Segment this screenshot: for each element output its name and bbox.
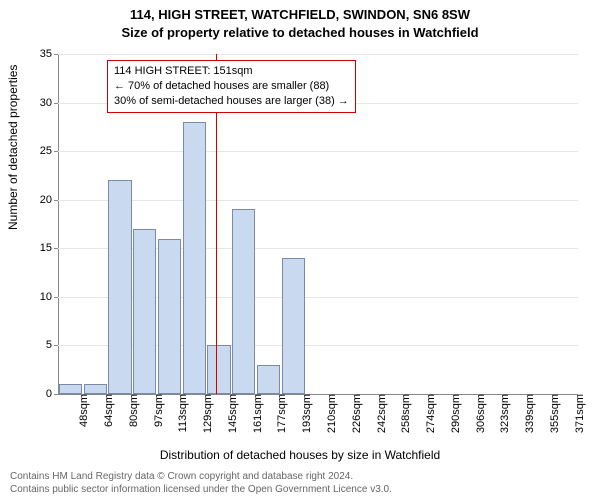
attribution-footer: Contains HM Land Registry data © Crown c… <box>10 470 392 496</box>
x-tick-label: 129sqm <box>202 394 214 433</box>
title-line-1: 114, HIGH STREET, WATCHFIELD, SWINDON, S… <box>0 6 600 24</box>
x-tick-label: 161sqm <box>252 394 264 433</box>
footer-line-2: Contains public sector information licen… <box>10 483 392 496</box>
gridline <box>58 151 578 152</box>
y-tick-mark <box>54 345 58 346</box>
y-tick-mark <box>54 297 58 298</box>
y-tick-label: 25 <box>40 145 52 157</box>
footer-line-1: Contains HM Land Registry data © Crown c… <box>10 470 392 483</box>
bar <box>282 258 305 394</box>
callout-line-2: ← 70% of detached houses are smaller (88… <box>114 79 349 94</box>
x-tick-label: 97sqm <box>153 394 165 427</box>
y-axis-line <box>58 54 59 394</box>
y-axis-label: Number of detached properties <box>6 65 20 230</box>
y-tick-mark <box>54 54 58 55</box>
bar <box>183 122 206 394</box>
x-tick-label: 371sqm <box>574 394 586 433</box>
x-tick-label: 306sqm <box>475 394 487 433</box>
x-tick-label: 193sqm <box>301 394 313 433</box>
y-tick-label: 5 <box>46 339 52 351</box>
callout-line-3: 30% of semi-detached houses are larger (… <box>114 94 349 109</box>
bar <box>158 239 181 394</box>
y-tick-label: 10 <box>40 291 52 303</box>
x-tick-label: 145sqm <box>227 394 239 433</box>
y-tick-label: 30 <box>40 97 52 109</box>
bar <box>133 229 156 394</box>
y-tick-mark <box>54 394 58 395</box>
bar <box>207 345 230 394</box>
y-tick-mark <box>54 103 58 104</box>
y-tick-label: 0 <box>46 388 52 400</box>
page-title: 114, HIGH STREET, WATCHFIELD, SWINDON, S… <box>0 0 600 41</box>
y-tick-mark <box>54 248 58 249</box>
x-tick-label: 48sqm <box>78 394 90 427</box>
bar <box>84 384 107 394</box>
x-tick-label: 339sqm <box>524 394 536 433</box>
callout-box: 114 HIGH STREET: 151sqm ← 70% of detache… <box>107 60 356 113</box>
x-tick-label: 274sqm <box>425 394 437 433</box>
x-tick-label: 113sqm <box>177 394 189 432</box>
y-tick-label: 35 <box>40 48 52 60</box>
x-tick-label: 177sqm <box>276 394 288 433</box>
y-tick-label: 20 <box>40 194 52 206</box>
x-tick-label: 290sqm <box>450 394 462 433</box>
bar <box>59 384 82 394</box>
x-tick-label: 258sqm <box>400 394 412 433</box>
x-tick-label: 355sqm <box>549 394 561 433</box>
title-line-2: Size of property relative to detached ho… <box>0 24 600 42</box>
x-tick-label: 210sqm <box>326 394 338 433</box>
y-tick-mark <box>54 151 58 152</box>
x-tick-label: 64sqm <box>103 394 115 427</box>
gridline <box>58 54 578 55</box>
x-tick-label: 80sqm <box>128 394 140 427</box>
bar <box>257 365 280 394</box>
x-tick-label: 323sqm <box>499 394 511 433</box>
bar <box>232 209 255 394</box>
x-axis-label: Distribution of detached houses by size … <box>0 448 600 462</box>
gridline <box>58 200 578 201</box>
bar <box>108 180 131 394</box>
y-tick-label: 15 <box>40 242 52 254</box>
x-tick-label: 242sqm <box>376 394 388 433</box>
x-tick-label: 226sqm <box>351 394 363 433</box>
chart-container: { "title": { "line1": "114, HIGH STREET,… <box>0 0 600 500</box>
y-tick-mark <box>54 200 58 201</box>
callout-line-1: 114 HIGH STREET: 151sqm <box>114 64 349 79</box>
